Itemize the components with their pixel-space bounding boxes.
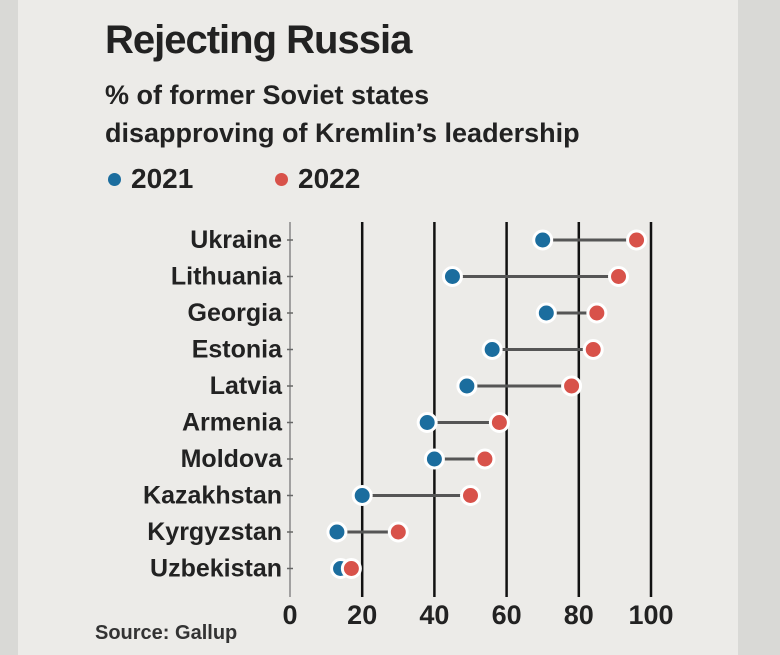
chart-subtitle-line-2: disapproving of Kremlin’s leadership: [105, 118, 580, 148]
x-tick-label-20: 20: [347, 600, 377, 630]
x-tick-label-80: 80: [564, 600, 594, 630]
source-note: Source: Gallup: [95, 622, 238, 644]
point-2021-moldova: [423, 448, 445, 470]
point-2022-estonia: [582, 339, 604, 360]
category-label-armenia: Armenia: [182, 409, 283, 437]
legend-dot-2022-icon: [275, 172, 288, 186]
point-2021-kazakhstan: [351, 485, 373, 506]
legend-label-2021: 2021: [131, 163, 194, 194]
x-tick-label-60: 60: [492, 600, 522, 630]
legend-label-2022: 2022: [298, 163, 361, 194]
point-2022-kazakhstan: [460, 485, 481, 506]
point-2021-armenia: [416, 412, 438, 433]
category-label-lithuania: Lithuania: [171, 263, 283, 291]
point-2022-moldova: [474, 448, 496, 470]
x-tick-label-100: 100: [628, 600, 673, 630]
category-label-ukraine: Ukraine: [190, 226, 282, 254]
category-label-georgia: Georgia: [188, 299, 284, 327]
point-2021-kyrgyzstan: [326, 521, 348, 543]
x-tick-label-0: 0: [282, 600, 297, 630]
point-2021-estonia: [481, 339, 503, 360]
legend-item-2021: 2021: [108, 163, 193, 195]
point-2022-uzbekistan: [340, 558, 362, 579]
point-2021-lithuania: [441, 266, 463, 287]
category-label-uzbekistan: Uzbekistan: [150, 555, 282, 583]
legend-item-2022: 2022: [275, 163, 360, 195]
category-label-kazakhstan: Kazakhstan: [143, 482, 282, 510]
point-2021-latvia: [456, 375, 478, 397]
category-label-moldova: Moldova: [181, 445, 283, 473]
category-label-kyrgyzstan: Kyrgyzstan: [147, 518, 282, 546]
category-label-estonia: Estonia: [192, 336, 283, 364]
point-2022-latvia: [561, 375, 583, 397]
chart-title: Rejecting Russia: [105, 18, 412, 62]
point-2021-ukraine: [532, 229, 554, 251]
point-2022-armenia: [488, 412, 510, 433]
category-label-latvia: Latvia: [210, 372, 283, 400]
point-2022-georgia: [586, 302, 608, 324]
point-2022-lithuania: [608, 266, 630, 287]
chart-subtitle-line-1: % of former Soviet states: [105, 80, 430, 110]
legend-dot-2021-icon: [108, 172, 121, 186]
point-2022-ukraine: [626, 229, 648, 251]
point-2022-kyrgyzstan: [387, 521, 409, 543]
x-tick-label-40: 40: [419, 600, 449, 630]
point-2021-georgia: [535, 302, 557, 324]
chart-card: [18, 0, 738, 655]
